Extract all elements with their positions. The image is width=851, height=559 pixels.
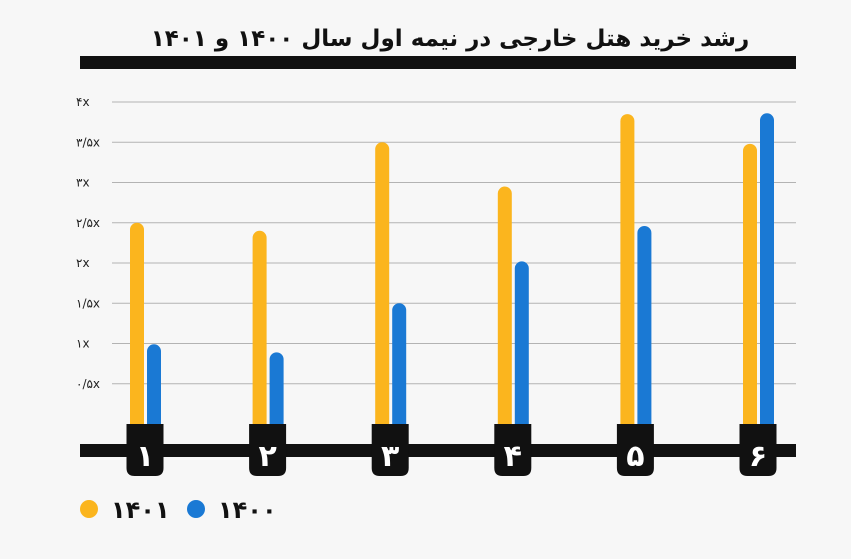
- legend-label: ۱۴۰۱: [111, 496, 170, 524]
- category-tab: [494, 424, 532, 476]
- bar-series1-5: [620, 114, 635, 446]
- bar-series2-2: [269, 352, 284, 446]
- bar-series2-1: [147, 344, 161, 446]
- y-tick-label: ۱/۵x: [76, 296, 100, 310]
- bar-series1-2: [252, 230, 267, 446]
- bar-series1-1: [130, 222, 144, 446]
- legend: ۱۴۰۱ ۱۴۰۰: [80, 496, 277, 524]
- legend-swatch: [187, 500, 205, 518]
- category-tab: [126, 424, 164, 476]
- category-tab: [249, 424, 287, 476]
- title-underline: [80, 56, 796, 69]
- x-tick-label: ۵: [626, 439, 644, 474]
- bar-series2-5: [637, 225, 652, 446]
- chart-title: رشد خرید هتل خارجی در نیمه اول سال ۱۴۰۰ …: [151, 26, 750, 52]
- x-tick-label: ۱: [136, 439, 154, 474]
- bar-series1-3: [375, 142, 390, 447]
- bar-series2-3: [392, 303, 407, 446]
- y-tick-label: ۲/۵x: [76, 216, 100, 230]
- legend-swatch: [80, 500, 98, 518]
- legend-label: ۱۴۰۰: [218, 496, 277, 524]
- category-tab: [739, 424, 777, 476]
- x-tick-label: ۴: [504, 439, 522, 474]
- x-axis-ticks: ۱ ۲ ۳ ۴ ۵ ۶: [126, 424, 777, 476]
- bar-series2-6: [760, 113, 774, 446]
- grid-lines: [112, 101, 796, 385]
- y-axis-ticks: ۰/۵x ۱x ۱/۵x ۲x ۲/۵x ۳x ۳/۵x ۴x: [76, 95, 100, 391]
- bar-series2-4: [514, 261, 529, 446]
- y-tick-label: ۳/۵x: [76, 135, 100, 149]
- y-tick-label: ۴x: [76, 95, 90, 109]
- y-tick-label: ۰/۵x: [76, 377, 100, 391]
- x-tick-label: ۲: [258, 439, 276, 474]
- x-tick-label: ۳: [381, 439, 399, 474]
- x-tick-label: ۶: [749, 439, 767, 474]
- y-tick-label: ۱x: [76, 337, 90, 351]
- x-axis-baseline: [80, 444, 796, 457]
- category-tab: [616, 424, 654, 476]
- bar-series1-6: [743, 143, 757, 446]
- y-tick-label: ۲x: [76, 256, 90, 270]
- y-tick-label: ۳x: [76, 176, 90, 190]
- bars: [130, 113, 774, 447]
- category-tab: [371, 424, 409, 476]
- bar-series1-4: [497, 186, 512, 446]
